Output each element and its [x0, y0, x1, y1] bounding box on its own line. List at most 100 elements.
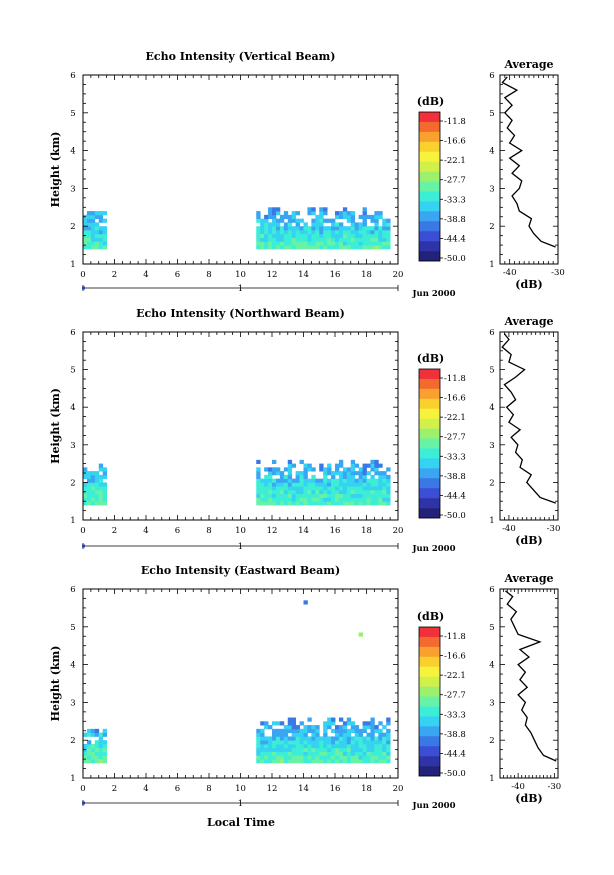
echo-cell: [98, 474, 104, 480]
echo-cell: [311, 743, 316, 749]
echo-cell: [98, 214, 104, 220]
echo-cell: [327, 493, 332, 498]
echo-cell: [374, 459, 379, 464]
echo-cell: [358, 497, 363, 502]
colorbar-label: -33.3: [444, 195, 466, 205]
x-tick-label: 12: [267, 270, 278, 280]
echo-cell: [315, 755, 320, 760]
colorbar-swatch: [419, 666, 440, 677]
echo-cell: [90, 486, 96, 491]
echo-cell: [83, 222, 88, 227]
echo-cell: [335, 728, 340, 734]
echo-cell: [256, 229, 261, 235]
echo-cell: [362, 226, 367, 231]
colorbar-swatch: [419, 241, 440, 252]
echo-cell: [307, 241, 312, 246]
echo-cell: [279, 740, 285, 745]
echo-cell: [354, 229, 360, 235]
echo-cell: [283, 743, 289, 749]
echo-cell: [295, 732, 300, 737]
echo-cell: [350, 233, 356, 238]
echo-cell: [264, 214, 269, 220]
colorbar-label: -16.6: [444, 137, 466, 147]
colorbar-label: -22.1: [444, 413, 466, 423]
echo-cell: [94, 478, 100, 483]
echo-cell: [358, 489, 363, 495]
echo-cell: [256, 486, 261, 491]
echo-cell: [307, 493, 312, 498]
echo-cell: [268, 211, 273, 216]
echo-cell: [303, 751, 308, 756]
colorbar-swatch: [419, 211, 440, 222]
echo-cell: [311, 755, 316, 760]
y-axis-label: Height (km): [49, 388, 62, 464]
echo-cell: [378, 211, 383, 216]
echo-cell: [268, 501, 273, 506]
echo-cell: [275, 245, 281, 250]
echo-cell: [283, 501, 289, 506]
echo-cell: [346, 489, 352, 495]
colorbar-label: -11.8: [444, 632, 466, 642]
echo-cell: [331, 222, 336, 227]
echo-cell: [272, 467, 277, 472]
echo-cell: [342, 474, 348, 480]
echo-cell: [327, 237, 332, 242]
echo-cell: [291, 743, 297, 749]
echo-cell: [335, 226, 340, 231]
echo-cell: [386, 740, 391, 745]
echo-cell: [323, 759, 328, 764]
echo-cell: [342, 740, 348, 745]
echo-cell: [303, 241, 308, 246]
echo-cell: [303, 493, 308, 498]
echo-cell: [303, 226, 308, 231]
y-tick-label: 1: [70, 260, 75, 270]
echo-cell: [323, 474, 328, 480]
echo-cell: [342, 721, 348, 726]
echo-cell: [295, 497, 300, 502]
echo-cell: [386, 759, 391, 764]
echo-cell: [366, 229, 371, 235]
echo-cell: [102, 471, 108, 476]
echo-cell: [86, 493, 92, 498]
echo-cell: [358, 241, 363, 246]
echo-cell: [382, 226, 387, 231]
echo-cell: [264, 241, 269, 246]
y-tick-label: 5: [70, 366, 75, 376]
echo-cell: [260, 218, 265, 223]
colorbar-label: -11.8: [444, 374, 466, 384]
y-tick-label: 4: [70, 661, 75, 671]
y-tick-label: 3: [70, 184, 75, 194]
echo-cell: [256, 482, 261, 487]
echo-cell: [378, 229, 383, 235]
x-tick-label: 14: [298, 526, 309, 536]
echo-cell: [358, 759, 363, 764]
average-title: Average: [503, 572, 553, 585]
echo-cell: [342, 759, 348, 764]
echo-cell: [331, 218, 336, 223]
echo-cell: [303, 463, 308, 468]
x-tick-label: 8: [206, 526, 211, 536]
echo-cell: [264, 493, 269, 498]
echo-cell: [98, 245, 104, 250]
echo-cell: [346, 751, 352, 756]
echo-cell: [362, 214, 367, 220]
echo-cell: [264, 736, 269, 741]
echo-cell: [374, 214, 379, 220]
echo-cell: [370, 474, 375, 480]
echo-cell: [102, 482, 108, 487]
echo-cell: [323, 211, 328, 216]
echo-cell: [354, 245, 360, 250]
echo-cell: [94, 214, 100, 220]
echo-cell: [323, 736, 328, 741]
echo-cell: [350, 463, 356, 468]
colorbar-swatch: [419, 458, 440, 469]
echo-cell: [94, 501, 100, 506]
echo-cell: [374, 222, 379, 227]
echo-cell: [362, 501, 367, 506]
average-title: Average: [503, 58, 553, 71]
echo-cell: [350, 241, 356, 246]
echo-cell: [260, 747, 265, 752]
echo-cell: [370, 226, 375, 231]
echo-cell: [319, 736, 324, 741]
echo-cell: [291, 493, 297, 498]
